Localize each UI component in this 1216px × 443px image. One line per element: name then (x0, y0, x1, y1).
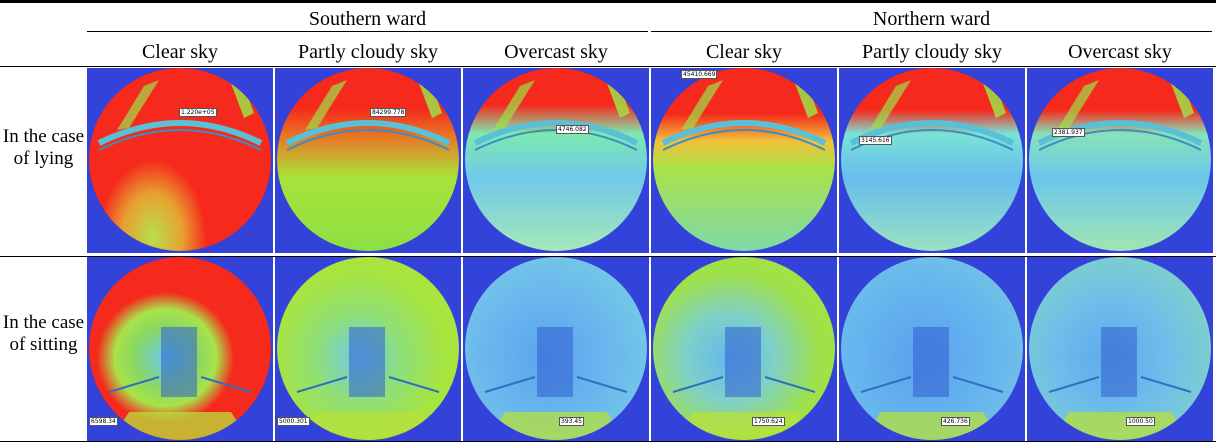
row-label-lying: In the case of lying (2, 126, 85, 169)
render-cell: 393.45 (463, 257, 649, 442)
condition-header: Clear sky (141, 41, 219, 63)
room-outline (108, 327, 252, 440)
room-outline (1037, 73, 1203, 151)
condition-header: Partly cloudy sky (298, 41, 438, 63)
room-outline (296, 327, 440, 440)
luminance-value-label: 393.45 (559, 417, 584, 426)
luminance-value-label: 426.736 (941, 417, 970, 426)
ward-rule-southern (87, 31, 648, 32)
fisheye-render (89, 68, 271, 251)
row-rule (0, 256, 1216, 257)
luminance-value-label: 3145.616 (859, 136, 892, 145)
room-outline (849, 73, 1015, 151)
header-rule (0, 66, 1216, 67)
bottom-rule (0, 441, 1216, 442)
room-outline (484, 327, 628, 440)
room-outline (860, 327, 1004, 440)
render-cell: 6598.34 (87, 257, 273, 442)
render-cell: 45410.669 (651, 68, 837, 253)
luminance-value-label: 45410.669 (681, 70, 718, 79)
fisheye-render (89, 257, 271, 440)
fisheye-render (841, 257, 1023, 440)
luminance-value-label: 84299.778 (370, 108, 407, 117)
render-cell: 5000.301 (275, 257, 461, 442)
ward-header-southern: Southern ward (308, 8, 427, 30)
ward-header-northern: Northern ward (872, 8, 991, 30)
render-cell: 3145.616 (839, 68, 1025, 253)
luminance-value-label: 1750.624 (752, 417, 785, 426)
render-cell: 1000.50 (1027, 257, 1213, 442)
luminance-value-label: 1.220e+05 (179, 108, 217, 117)
luminance-value-label: 5000.301 (277, 417, 310, 426)
fisheye-render (653, 68, 835, 251)
condition-header: Overcast sky (1068, 41, 1172, 63)
render-cell: 426.736 (839, 257, 1025, 442)
luminance-value-label: 6598.34 (89, 417, 118, 426)
condition-header: Partly cloudy sky (862, 41, 1002, 63)
fisheye-render (277, 257, 459, 440)
fisheye-render (653, 257, 835, 440)
fisheye-render (465, 68, 647, 251)
room-outline (473, 73, 639, 151)
luminance-value-label: 1000.50 (1126, 417, 1155, 426)
render-cell: 1.220e+05 (87, 68, 273, 253)
row-label-sitting: In the case of sitting (2, 312, 85, 355)
render-cell: 4746.082 (463, 68, 649, 253)
condition-header: Overcast sky (504, 41, 608, 63)
top-rule (0, 0, 1216, 3)
fisheye-render (277, 68, 459, 251)
room-outline (97, 73, 263, 151)
render-cell: 1750.624 (651, 257, 837, 442)
fisheye-render (841, 68, 1023, 251)
luminance-value-label: 4746.082 (556, 125, 589, 134)
room-outline (1048, 327, 1192, 440)
room-outline (672, 327, 816, 440)
room-outline (285, 73, 451, 151)
fisheye-render (1029, 257, 1211, 440)
room-outline (661, 73, 827, 151)
luminance-value-label: 2381.937 (1052, 128, 1085, 137)
condition-header: Clear sky (705, 41, 783, 63)
fisheye-render (1029, 68, 1211, 251)
ward-rule-northern (651, 31, 1212, 32)
fisheye-render (465, 257, 647, 440)
render-cell: 2381.937 (1027, 68, 1213, 253)
render-cell: 84299.778 (275, 68, 461, 253)
